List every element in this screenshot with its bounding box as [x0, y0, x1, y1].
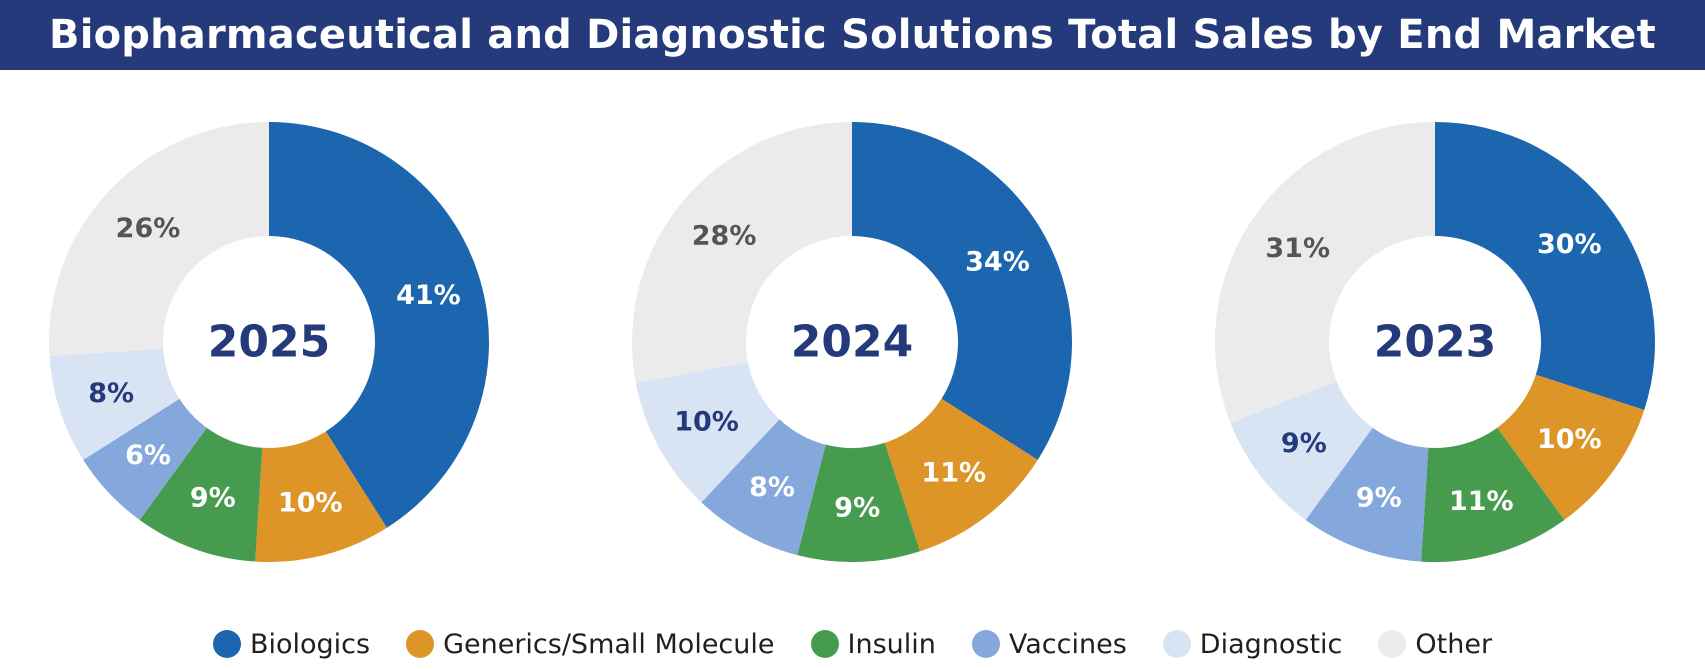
slice-2025-insulin — [139, 427, 263, 562]
legend-swatch-biologics — [212, 630, 241, 658]
slice-2025-vaccines — [83, 398, 207, 520]
legend-item-vaccines: Vaccines — [971, 628, 1127, 660]
legend-swatch-other — [1378, 630, 1407, 658]
legend-label-generics: Generics/Small Molecule — [443, 628, 775, 660]
data-label-2023-insulin: 11% — [1449, 486, 1514, 517]
slice-2023-diagnostic — [1230, 381, 1373, 520]
data-label-2025-vaccines: 6% — [125, 440, 171, 471]
slice-2024-vaccines — [701, 419, 826, 556]
legend-swatch-generics — [406, 630, 435, 658]
legend-label-diagnostic: Diagnostic — [1199, 628, 1343, 660]
data-label-2025-diagnostic: 8% — [88, 378, 134, 409]
data-label-2024-vaccines: 8% — [749, 472, 795, 503]
legend-item-biologics: Biologics — [212, 628, 371, 660]
slice-2025-other — [49, 122, 269, 356]
data-label-2023-biologics: 30% — [1537, 229, 1602, 260]
legend-swatch-diagnostic — [1162, 630, 1191, 658]
legend-swatch-insulin — [810, 630, 839, 658]
slice-2023-insulin — [1421, 427, 1565, 562]
data-label-2024-generics: 11% — [921, 458, 986, 489]
year-label-2025: 2025 — [208, 317, 330, 368]
slice-2025-biologics — [269, 122, 489, 528]
data-label-2025-other: 26% — [116, 213, 181, 244]
legend-label-vaccines: Vaccines — [1008, 628, 1127, 660]
slice-2024-biologics — [852, 122, 1072, 460]
legend-swatch-vaccines — [971, 630, 1000, 658]
data-label-2023-other: 31% — [1265, 233, 1330, 264]
data-label-2024-other: 28% — [692, 221, 757, 252]
year-label-2024: 2024 — [791, 317, 913, 368]
data-label-2024-biologics: 34% — [965, 247, 1030, 278]
legend-item-insulin: Insulin — [810, 628, 936, 660]
slice-2024-generics — [884, 398, 1038, 552]
legend-item-other: Other — [1378, 629, 1492, 660]
slice-2023-vaccines — [1305, 427, 1429, 562]
data-label-2023-generics: 10% — [1537, 424, 1602, 455]
slice-2024-diagnostic — [635, 361, 780, 503]
title-bar: Biopharmaceutical and Diagnostic Solutio… — [0, 0, 1705, 70]
slice-2025-diagnostic — [49, 348, 180, 460]
slice-2023-biologics — [1435, 122, 1655, 410]
data-label-2024-diagnostic: 10% — [674, 406, 739, 437]
data-label-2025-biologics: 41% — [396, 280, 461, 311]
legend-label-biologics: Biologics — [249, 628, 371, 660]
slice-2023-generics — [1497, 374, 1645, 520]
chart-title: Biopharmaceutical and Diagnostic Solutio… — [49, 12, 1656, 58]
slice-2025-generics — [255, 431, 387, 562]
data-label-2025-generics: 10% — [278, 487, 343, 518]
data-label-2024-insulin: 9% — [834, 492, 880, 523]
data-label-2023-vaccines: 9% — [1356, 483, 1402, 514]
slice-2024-insulin — [797, 442, 920, 562]
slice-2024-other — [632, 122, 852, 384]
legend-item-generics: Generics/Small Molecule — [406, 628, 775, 660]
data-label-2023-diagnostic: 9% — [1281, 428, 1327, 459]
legend-label-insulin: Insulin — [847, 628, 936, 660]
year-label-2023: 2023 — [1374, 317, 1496, 368]
legend-item-diagnostic: Diagnostic — [1162, 628, 1343, 660]
legend: Biologics Generics/Small Molecule Insuli… — [0, 622, 1705, 666]
legend-label-other: Other — [1415, 628, 1493, 660]
data-label-2025-insulin: 9% — [190, 483, 236, 514]
slice-2023-other — [1215, 121, 1435, 423]
